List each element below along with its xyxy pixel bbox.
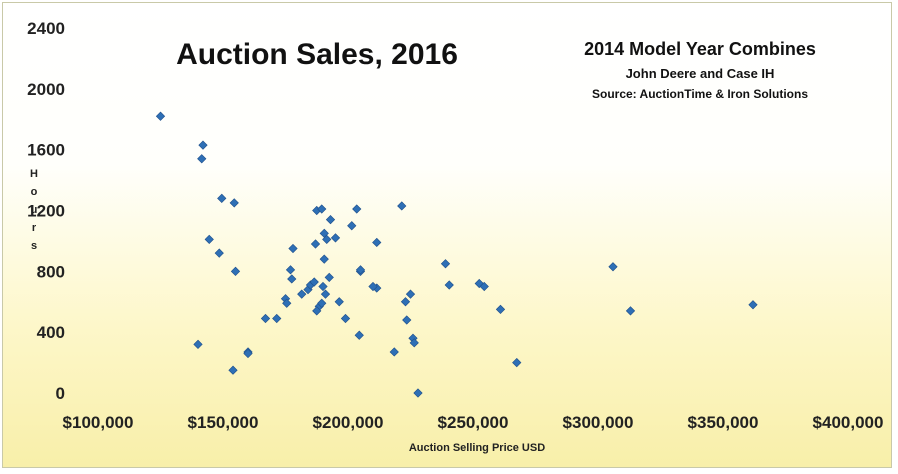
data-point bbox=[229, 198, 239, 208]
data-point bbox=[155, 111, 166, 121]
data-point bbox=[272, 313, 282, 324]
scatter-plot: 0 400 800 1200 1600 2000 2400 $100,000 $150,000… bbox=[27, 19, 884, 454]
y-tick-label: 1200 bbox=[27, 202, 65, 221]
y-tick-label: 800 bbox=[37, 262, 65, 281]
data-point bbox=[372, 237, 382, 248]
data-point bbox=[243, 348, 253, 359]
data-point bbox=[625, 306, 636, 316]
data-point bbox=[198, 140, 208, 150]
x-axis: $100,000 $150,000 $200,000 $250,000 $300,000… bbox=[63, 413, 884, 432]
data-points bbox=[155, 111, 758, 398]
x-tick-label: $150,000 bbox=[188, 413, 259, 432]
data-point bbox=[317, 204, 327, 214]
data-point bbox=[317, 298, 327, 308]
data-point bbox=[320, 289, 331, 299]
data-point bbox=[288, 243, 298, 254]
data-point bbox=[319, 254, 329, 264]
y-axis-title-letter: r bbox=[32, 222, 37, 234]
data-point bbox=[479, 281, 489, 292]
data-point bbox=[444, 280, 454, 290]
data-point bbox=[217, 193, 227, 203]
data-point bbox=[260, 313, 271, 324]
x-tick-label: $400,000 bbox=[813, 413, 884, 432]
data-point bbox=[512, 357, 522, 368]
chart-subtitle-1: 2014 Model Year Combines bbox=[584, 39, 816, 59]
data-point bbox=[355, 265, 366, 275]
data-point bbox=[368, 281, 378, 292]
y-axis-title-letter: u bbox=[31, 204, 38, 216]
y-tick-label: 2000 bbox=[27, 80, 65, 99]
chart-title: Auction Sales, 2016 bbox=[176, 38, 458, 71]
y-tick-label: 400 bbox=[37, 323, 65, 342]
chart-subtitle-2: John Deere and Case IH bbox=[626, 66, 775, 81]
y-axis-title-letter: o bbox=[31, 186, 38, 198]
chart-frame: 0 400 800 1200 1600 2000 2400 $100,000 $150,000… bbox=[2, 2, 892, 468]
data-point bbox=[405, 289, 416, 299]
y-tick-label: 1600 bbox=[27, 141, 65, 160]
y-axis-title-letter: s bbox=[31, 240, 37, 252]
data-point bbox=[608, 262, 618, 272]
x-axis-title: Auction Selling Price USD bbox=[409, 442, 545, 454]
data-point bbox=[440, 259, 451, 269]
x-tick-label: $100,000 bbox=[63, 413, 134, 432]
data-point bbox=[287, 274, 297, 284]
data-point bbox=[389, 347, 399, 357]
x-tick-label: $350,000 bbox=[688, 413, 759, 432]
data-point bbox=[413, 388, 423, 398]
data-point bbox=[193, 339, 203, 349]
x-tick-label: $300,000 bbox=[563, 413, 634, 432]
data-point bbox=[340, 313, 351, 324]
y-tick-label: 0 bbox=[56, 384, 65, 403]
data-point bbox=[352, 204, 362, 214]
y-axis: 0 400 800 1200 1600 2000 2400 bbox=[27, 19, 65, 403]
data-point bbox=[354, 330, 364, 340]
data-point bbox=[214, 248, 224, 258]
data-point bbox=[330, 233, 341, 243]
data-point bbox=[312, 306, 322, 316]
data-point bbox=[282, 298, 292, 308]
data-point bbox=[322, 234, 332, 245]
data-point bbox=[228, 365, 238, 375]
data-point bbox=[748, 300, 758, 310]
data-point bbox=[402, 315, 412, 325]
data-point bbox=[397, 201, 407, 211]
data-point bbox=[230, 266, 241, 276]
data-point bbox=[495, 304, 506, 314]
data-point bbox=[285, 265, 296, 275]
data-point bbox=[318, 281, 328, 292]
x-tick-label: $250,000 bbox=[438, 413, 509, 432]
chart-subtitle-3: Source: AuctionTime & Iron Solutions bbox=[592, 87, 808, 101]
x-tick-label: $200,000 bbox=[313, 413, 384, 432]
data-point bbox=[409, 338, 419, 348]
data-point bbox=[324, 272, 334, 283]
data-point bbox=[325, 215, 336, 225]
data-point bbox=[204, 234, 214, 245]
y-tick-label: 2400 bbox=[27, 19, 65, 38]
y-axis-title-letter: H bbox=[30, 168, 38, 180]
data-point bbox=[309, 277, 319, 287]
data-point bbox=[310, 239, 321, 249]
data-point bbox=[400, 297, 411, 307]
data-point bbox=[334, 297, 344, 307]
data-point bbox=[297, 289, 307, 299]
data-point bbox=[197, 154, 207, 164]
data-point bbox=[347, 221, 357, 231]
